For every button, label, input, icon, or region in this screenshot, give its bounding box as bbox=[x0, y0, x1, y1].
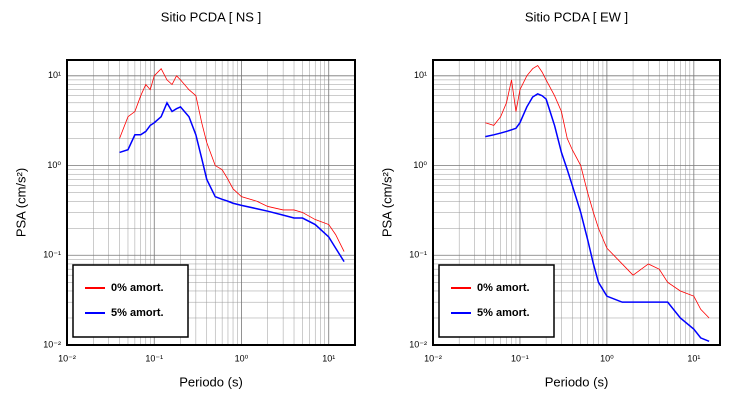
x-tick-label: 10⁻¹ bbox=[145, 353, 163, 363]
x-tick-label: 10⁻¹ bbox=[511, 353, 529, 363]
y-axis-label: PSA (cm/s²) bbox=[13, 168, 28, 237]
x-tick-label: 10¹ bbox=[322, 353, 335, 363]
data-line bbox=[485, 92, 710, 342]
x-tick-label: 10⁻² bbox=[424, 353, 442, 363]
data-line bbox=[119, 101, 345, 262]
plot-frame bbox=[432, 59, 721, 346]
y-tick-label: 10⁻¹ bbox=[409, 250, 427, 260]
legend-label: 5% amort. bbox=[477, 307, 530, 319]
y-tick-label: 10⁻¹ bbox=[43, 250, 61, 260]
legend-box bbox=[438, 264, 555, 338]
y-tick-label: 10⁰ bbox=[47, 160, 61, 170]
plot-frame bbox=[66, 59, 356, 346]
y-tick-label: 10¹ bbox=[48, 70, 61, 80]
y-tick-label: 10⁰ bbox=[413, 160, 427, 170]
x-axis-label: Periodo (s) bbox=[545, 374, 609, 389]
y-axis-label: PSA (cm/s²) bbox=[379, 168, 394, 237]
data-line bbox=[485, 65, 710, 319]
x-tick-label: 10⁰ bbox=[600, 353, 614, 363]
x-axis-label: Periodo (s) bbox=[179, 374, 243, 389]
y-tick-label: 10⁻² bbox=[43, 339, 61, 349]
y-tick-label: 10⁻² bbox=[409, 339, 427, 349]
chart-title: Sitio PCDA [ NS ] bbox=[161, 9, 261, 24]
x-tick-label: 10⁰ bbox=[235, 353, 249, 363]
legend-box bbox=[72, 264, 189, 338]
legend-label: 5% amort. bbox=[111, 307, 164, 319]
legend-label: 0% amort. bbox=[477, 282, 530, 294]
y-tick-label: 10¹ bbox=[414, 70, 427, 80]
legend-label: 0% amort. bbox=[111, 282, 164, 294]
x-tick-label: 10⁻² bbox=[58, 353, 76, 363]
chart-title: Sitio PCDA [ EW ] bbox=[525, 9, 628, 24]
x-tick-label: 10¹ bbox=[687, 353, 700, 363]
data-line bbox=[119, 68, 345, 252]
